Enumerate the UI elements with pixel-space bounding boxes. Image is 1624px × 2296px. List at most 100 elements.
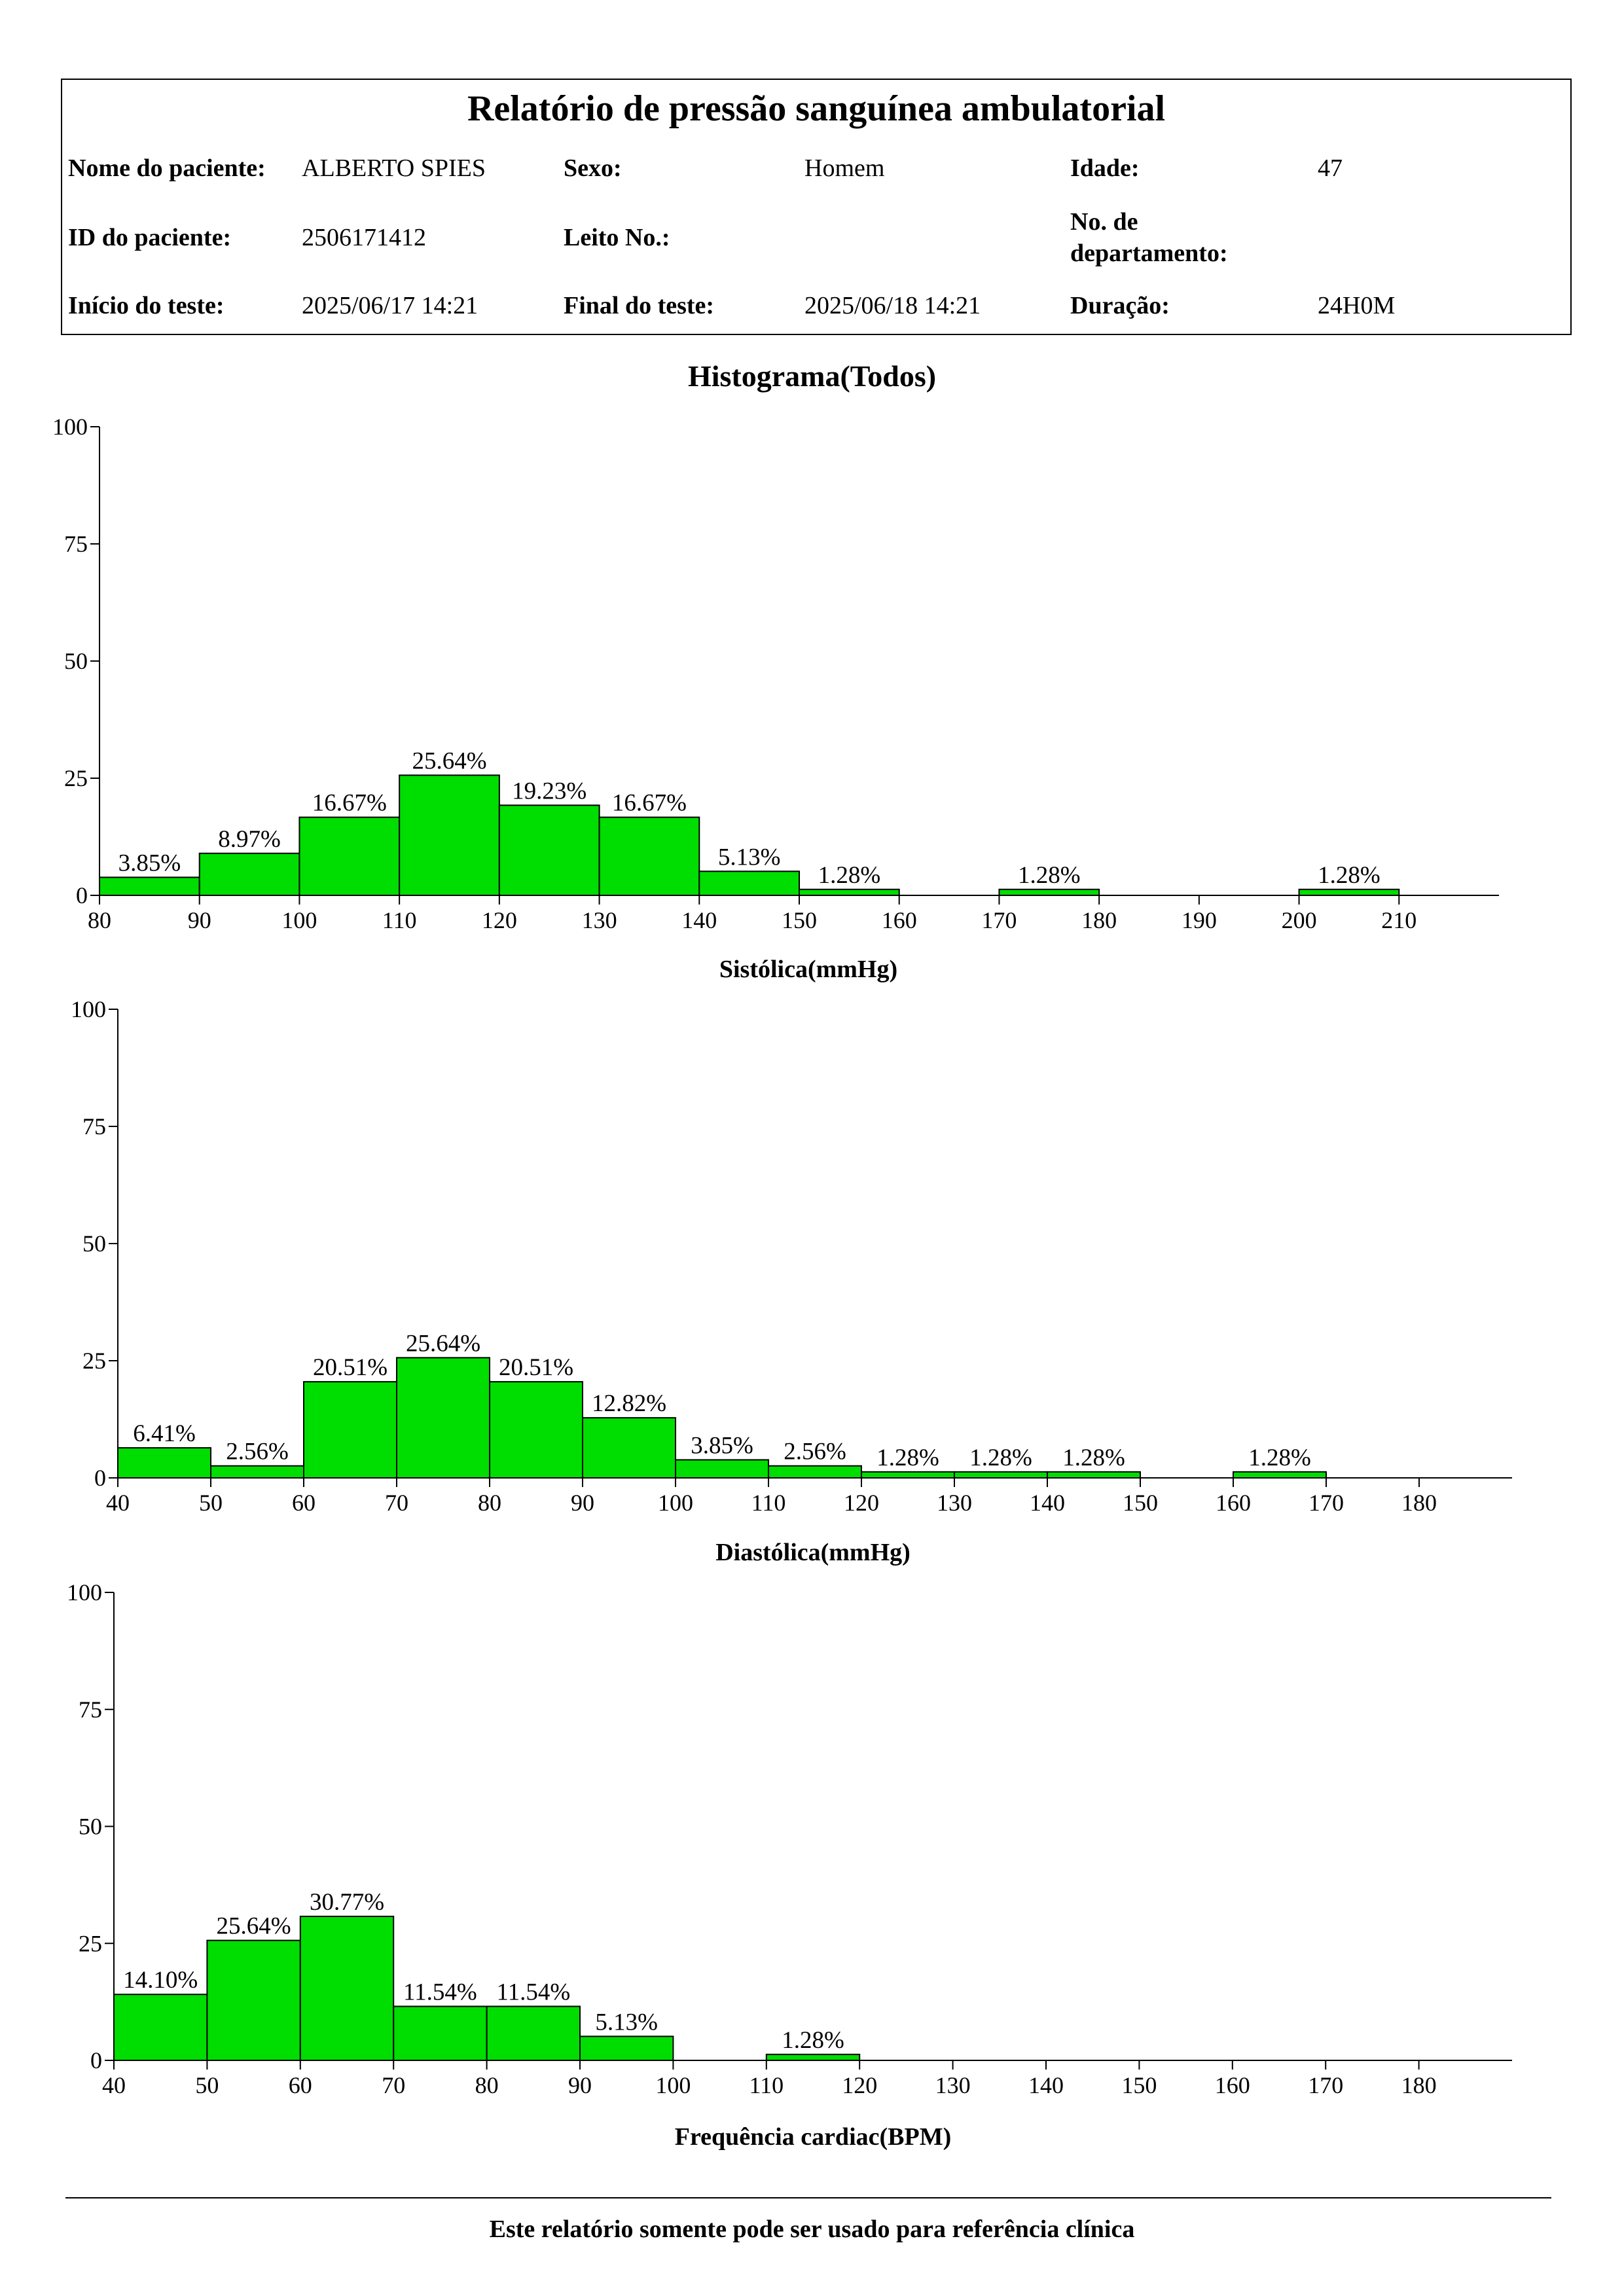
x-tick-label-systolic-100: 100 [281, 907, 317, 933]
footer-note: Este relatório somente pode ser usado pa… [489, 2215, 1135, 2243]
bar-heart-rate-60-70 [299, 1915, 395, 2061]
duration-label: Duração: [1070, 292, 1170, 319]
x-tick-label-systolic-210: 210 [1381, 907, 1416, 933]
x-tick-label-systolic-150: 150 [782, 907, 817, 933]
x-tick-label-heart-rate-70: 70 [382, 2072, 405, 2098]
bar-diastolic-70-80 [396, 1357, 490, 1479]
bar-diastolic-100-110 [675, 1459, 769, 1479]
y-tick-label-diastolic-0: 0 [94, 1465, 106, 1491]
age-label: Idade: [1070, 154, 1140, 182]
bar-systolic-100-110 [298, 816, 401, 897]
bar-diastolic-40-50 [117, 1447, 211, 1479]
end-label: Final do teste: [564, 292, 715, 319]
x-tick-label-systolic-190: 190 [1182, 907, 1217, 933]
bar-diastolic-140-150 [1047, 1471, 1141, 1479]
patient-info-box: Relatório de pressão sanguínea ambulator… [61, 79, 1572, 335]
x-tick-label-heart-rate-80: 80 [475, 2072, 499, 2098]
histogram-diastolic: 6.41% 2.56% 20.51% 25.64% 20.51% 12.82% 3.85% 2… [71, 996, 1512, 1566]
bar-label-heart-rate-70-80: 11.54% [403, 1979, 477, 2005]
bar-label-diastolic-40-50: 6.41% [133, 1420, 196, 1447]
bar-systolic-80-90 [99, 876, 200, 896]
bar-label-systolic-170-180: 1.28% [1018, 862, 1081, 889]
bar-systolic-90-100 [198, 852, 300, 896]
x-tick-label-systolic-120: 120 [482, 907, 517, 933]
bar-diastolic-90-100 [582, 1417, 676, 1479]
x-tick-label-systolic-180: 180 [1081, 907, 1117, 933]
x-tick-label-diastolic-70: 70 [385, 1490, 408, 1516]
x-tick-label-heart-rate-90: 90 [568, 2072, 592, 2098]
bar-label-diastolic-160-170: 1.28% [1248, 1444, 1311, 1471]
bar-label-diastolic-90-100: 12.82% [592, 1390, 666, 1417]
sex-label: Sexo: [564, 154, 622, 182]
patient-name-label: Nome do paciente: [68, 154, 266, 182]
x-tick-label-systolic-170: 170 [981, 907, 1017, 933]
bar-label-diastolic-120-130: 1.28% [876, 1444, 939, 1471]
bar-label-systolic-110-120: 25.64% [412, 747, 486, 774]
bar-label-systolic-130-140: 16.67% [612, 790, 687, 817]
bar-heart-rate-40-50 [113, 1994, 208, 2062]
x-tick-label-heart-rate-160: 160 [1215, 2072, 1250, 2098]
x-tick-label-heart-rate-100: 100 [655, 2072, 691, 2098]
bar-systolic-110-120 [399, 774, 500, 896]
bar-label-systolic-150-160: 1.28% [818, 862, 881, 889]
histogram-heart-rate: 14.10% 25.64% 30.77% 11.54% 11.54% 5.13% 1.28%… [67, 1579, 1512, 2151]
bar-systolic-170-180 [998, 888, 1100, 897]
x-tick-label-systolic-140: 140 [681, 907, 717, 933]
x-tick-label-heart-rate-40: 40 [102, 2072, 126, 2098]
charts-title: Histograma(Todos) [687, 359, 937, 393]
x-tick-label-heart-rate-150: 150 [1121, 2072, 1157, 2098]
x-tick-label-diastolic-50: 50 [199, 1490, 223, 1516]
y-tick-label-systolic-75: 75 [64, 531, 88, 557]
x-tick-label-diastolic-60: 60 [292, 1490, 316, 1516]
x-tick-label-systolic-110: 110 [382, 907, 417, 933]
y-tick-label-systolic-100: 100 [52, 414, 88, 440]
bar-label-heart-rate-90-100: 5.13% [595, 2009, 658, 2036]
x-tick-label-heart-rate-60: 60 [289, 2072, 312, 2098]
bed-label: Leito No.: [564, 224, 670, 251]
bar-label-diastolic-100-110: 3.85% [691, 1432, 753, 1459]
x-tick-label-diastolic-160: 160 [1216, 1490, 1251, 1516]
bar-systolic-130-140 [598, 816, 700, 897]
bar-heart-rate-110-120 [765, 2053, 861, 2061]
bar-diastolic-80-90 [489, 1381, 583, 1479]
bar-label-systolic-100-110: 16.67% [312, 790, 387, 817]
x-tick-label-diastolic-180: 180 [1401, 1490, 1437, 1516]
bar-label-diastolic-50-60: 2.56% [226, 1439, 289, 1465]
bar-label-heart-rate-110-120: 1.28% [782, 2027, 844, 2054]
bar-label-diastolic-70-80: 25.64% [406, 1330, 480, 1357]
y-tick-label-diastolic-75: 75 [82, 1113, 106, 1139]
x-tick-label-diastolic-40: 40 [106, 1490, 130, 1516]
bar-label-diastolic-80-90: 20.51% [499, 1354, 573, 1381]
age-value: 47 [1318, 154, 1343, 182]
x-tick-label-systolic-160: 160 [882, 907, 917, 933]
dept-label-line1: No. de [1070, 208, 1138, 236]
y-tick-label-diastolic-25: 25 [82, 1348, 106, 1374]
x-tick-label-diastolic-110: 110 [751, 1490, 786, 1516]
bar-systolic-150-160 [799, 888, 900, 897]
bar-diastolic-110-120 [768, 1465, 862, 1479]
x-tick-label-heart-rate-50: 50 [195, 2072, 219, 2098]
bar-label-heart-rate-80-90: 11.54% [496, 1979, 570, 2005]
x-tick-label-heart-rate-180: 180 [1401, 2072, 1437, 2098]
x-tick-label-diastolic-90: 90 [571, 1490, 594, 1516]
x-tick-label-systolic-200: 200 [1282, 907, 1317, 933]
x-tick-label-systolic-80: 80 [88, 907, 111, 933]
y-tick-label-heart-rate-100: 100 [67, 1579, 102, 1605]
patient-id-label: ID do paciente: [68, 224, 232, 251]
x-tick-label-systolic-90: 90 [188, 907, 211, 933]
y-tick-label-systolic-25: 25 [64, 765, 88, 791]
report-title: Relatório de pressão sanguínea ambulator… [467, 88, 1166, 129]
bar-label-systolic-80-90: 3.85% [118, 850, 181, 876]
bar-heart-rate-80-90 [486, 2005, 581, 2062]
dept-label: No. de departamento: [1070, 207, 1228, 269]
bar-diastolic-130-140 [954, 1471, 1048, 1479]
bar-heart-rate-50-60 [206, 1939, 301, 2062]
x-tick-label-diastolic-170: 170 [1308, 1490, 1344, 1516]
bar-heart-rate-70-80 [393, 2005, 488, 2062]
duration-value: 24H0M [1318, 292, 1396, 319]
end-value: 2025/06/18 14:21 [804, 292, 981, 319]
x-axis-title-diastolic: Diastólica(mmHg) [715, 1539, 911, 1566]
x-tick-label-diastolic-120: 120 [844, 1490, 879, 1516]
x-tick-label-heart-rate-170: 170 [1308, 2072, 1343, 2098]
